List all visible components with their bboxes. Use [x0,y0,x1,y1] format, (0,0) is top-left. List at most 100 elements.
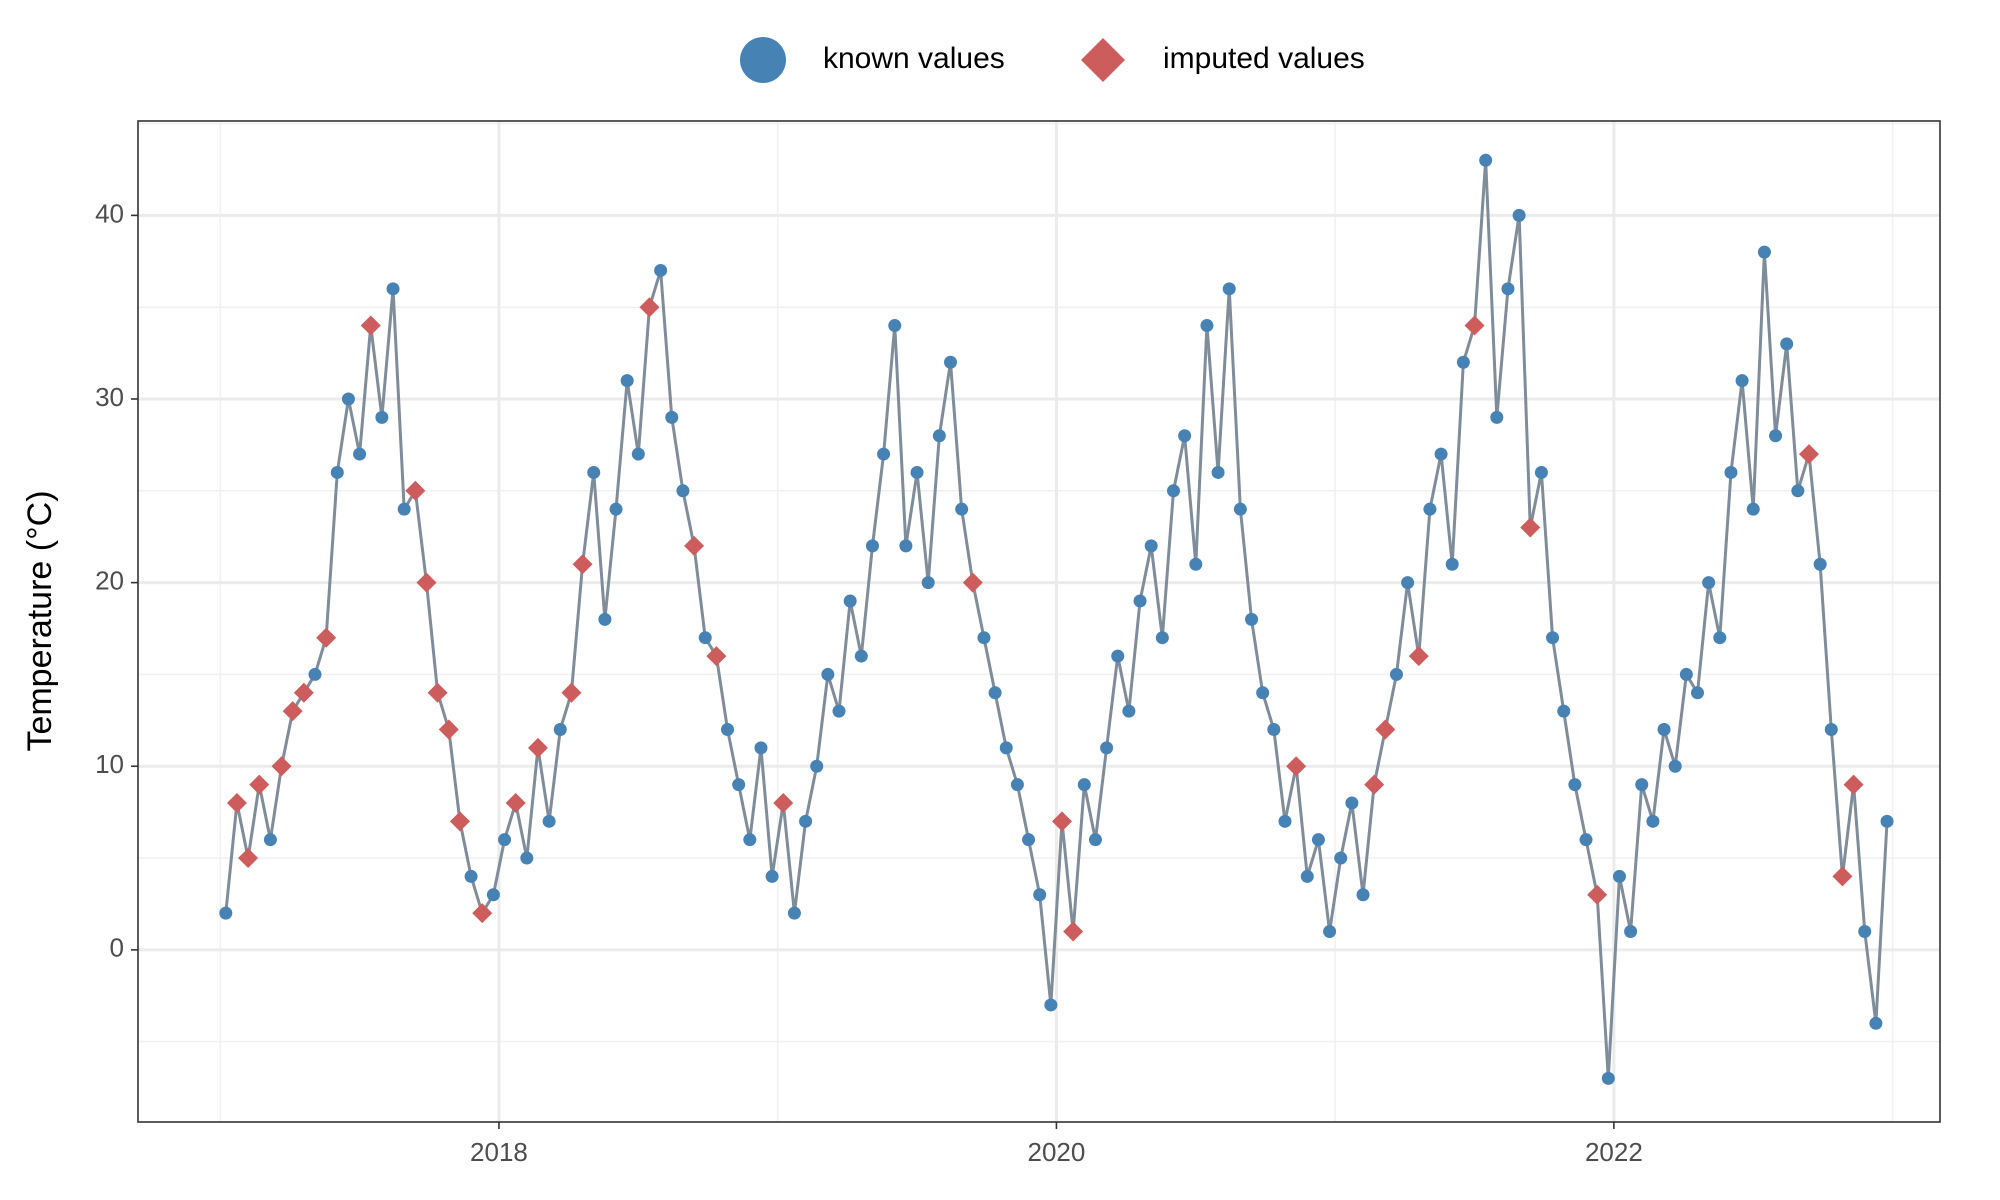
connector [625,380,640,455]
known-point [1389,667,1403,681]
known-point [999,741,1013,755]
known-point [1044,998,1058,1012]
known-point [787,906,801,920]
known-point [263,833,277,847]
imputed-point [438,719,459,740]
known-point [1166,484,1180,498]
known-point [1646,814,1660,828]
known-point [810,759,824,773]
imputed-point [1063,921,1084,942]
known-point [1256,686,1270,700]
y-tick-label: 40 [95,198,124,228]
known-point [1245,612,1259,626]
known-point [1568,778,1582,792]
known-point [1010,778,1024,792]
connector [1729,380,1744,473]
imputed-point [1520,517,1541,538]
connector [1696,582,1711,693]
known-point [1300,869,1314,883]
connector [1272,729,1287,822]
known-point [765,869,779,883]
known-point [1178,429,1192,443]
connector [1428,453,1443,510]
connector [224,802,239,914]
connector [235,802,250,859]
connector [1149,545,1164,638]
known-point [1512,208,1526,222]
connector [246,784,261,859]
connector [949,362,964,510]
known-point [743,833,757,847]
connector [726,729,741,785]
x-tick-label: 2018 [470,1137,528,1167]
connector [737,784,752,840]
connector [937,362,952,436]
connector [1138,545,1153,602]
connector [1205,325,1220,473]
connector [659,270,674,418]
known-point [1780,337,1794,351]
known-point [698,631,712,645]
connector [1551,637,1566,712]
connector [1517,215,1532,528]
known-point [754,741,768,755]
connector [1740,380,1755,510]
known-point [1434,447,1448,461]
known-point [977,631,991,645]
known-point [1880,814,1894,828]
connector [1027,839,1042,896]
connector [603,509,618,620]
connector [1528,472,1543,528]
grid [138,121,1940,1122]
known-point [1077,778,1091,792]
connector [837,600,852,712]
connector [1484,160,1499,418]
connector [424,582,440,693]
connector [882,325,897,455]
connector [904,472,919,547]
connector [1506,215,1521,290]
imputed-point [416,572,437,593]
connector [1328,857,1343,932]
connector [770,802,785,877]
connector [848,600,863,657]
connector [1829,729,1844,877]
known-point [330,465,344,479]
connector [335,398,350,473]
connector [1573,784,1588,840]
connector [926,435,941,583]
imputed-point [293,682,314,703]
connector [1406,582,1421,657]
y-tick-label: 0 [110,933,124,963]
known-point [1824,723,1838,737]
connector [993,692,1008,749]
known-point [1033,888,1047,902]
known-point [1691,686,1705,700]
connector [1294,766,1309,877]
connector [525,747,540,859]
known-point [1111,649,1125,663]
known-point [1233,502,1247,516]
connector [1673,674,1688,767]
known-point [1657,723,1671,737]
connector [391,288,406,510]
x-tick-label: 2020 [1027,1137,1085,1167]
legend-key [1081,38,1125,82]
known-point [1869,1016,1883,1030]
connector [1082,784,1097,840]
known-point [1211,465,1225,479]
connector [748,747,763,840]
known-point [732,778,746,792]
imputed-point [706,646,727,667]
known-point [219,906,233,920]
known-point [1311,833,1325,847]
known-point [1345,796,1359,810]
connector [781,802,796,914]
connector [1595,894,1610,1079]
connector [1751,252,1766,510]
known-point [799,814,813,828]
connector [804,765,819,822]
imputed-point [271,756,292,777]
connector [1707,582,1722,639]
